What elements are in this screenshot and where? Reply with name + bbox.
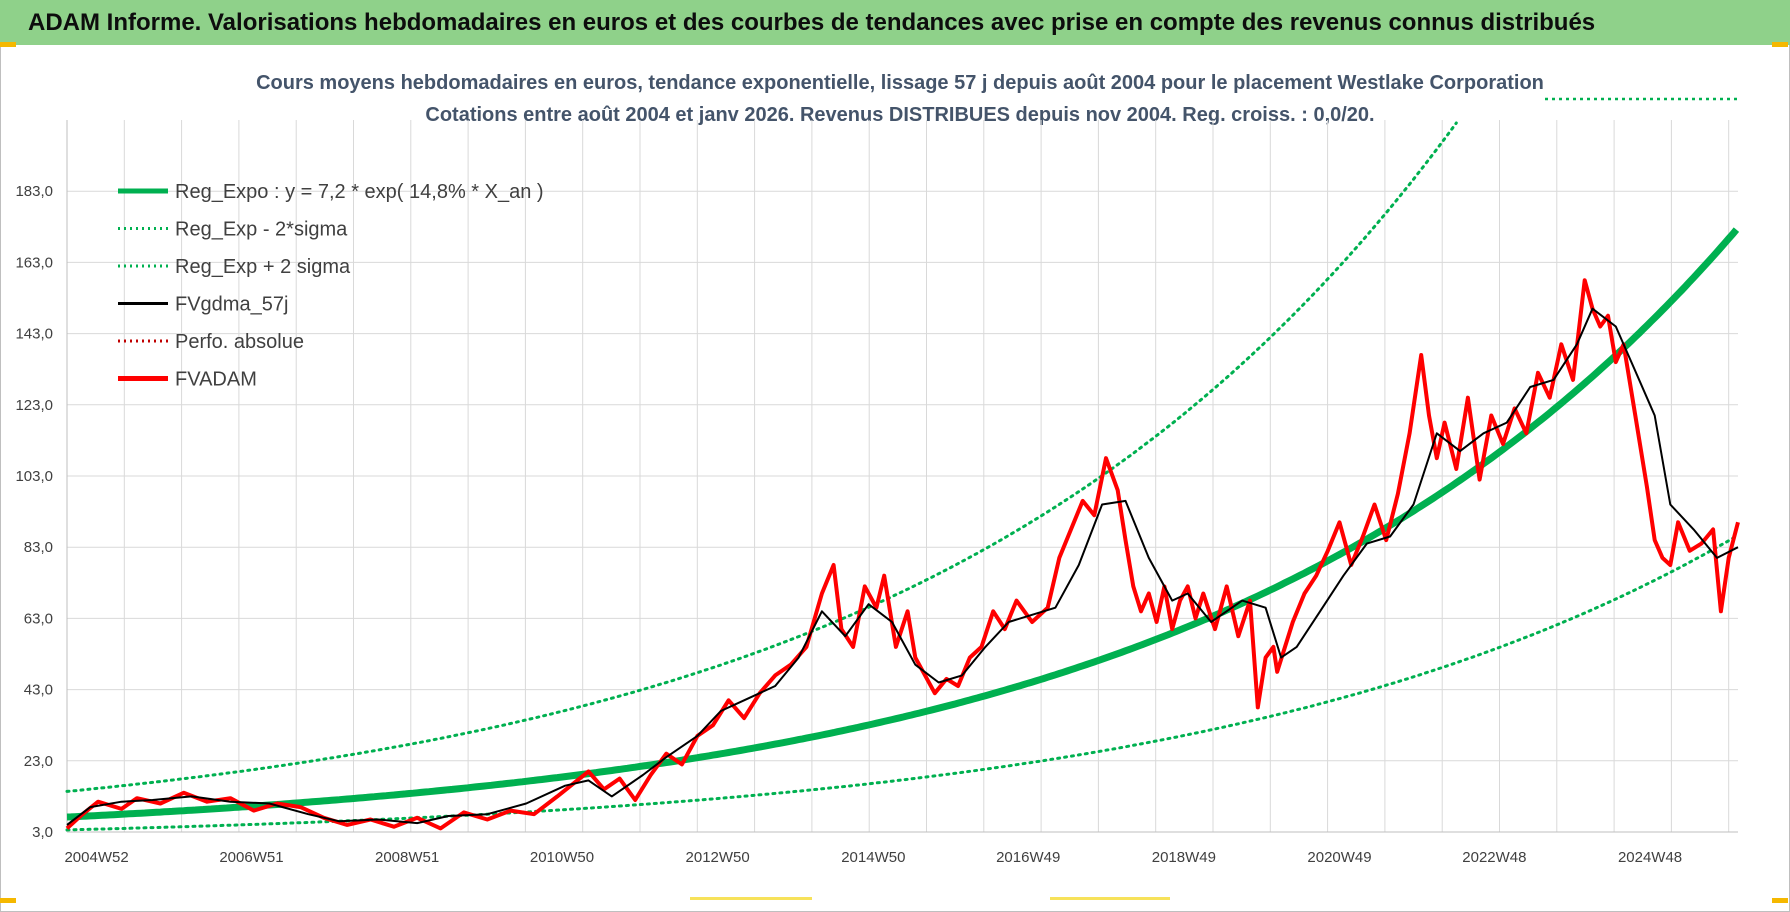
corner-marker-top-left [0, 42, 16, 47]
x-tick-label: 2004W52 [64, 849, 128, 866]
x-tick-label: 2024W48 [1618, 849, 1682, 866]
x-tick-label: 2008W51 [375, 849, 439, 866]
corner-marker-top-right [1772, 42, 1788, 47]
series-fvadam [65, 278, 1740, 831]
legend-label: FVgdma_57j [175, 294, 288, 316]
legend-label: Perfo. absolue [175, 331, 304, 353]
series-reg-exp-plus-2sigma [65, 121, 1458, 793]
legend-label: Reg_Expo : y = 7,2 * exp( 14,8% * X_an ) [175, 181, 544, 203]
y-tick-label: 23,0 [24, 753, 53, 770]
y-tick-label: 123,0 [15, 397, 53, 414]
x-tick-label: 2010W50 [530, 849, 594, 866]
chart-subtitle: Cotations entre août 2004 et janv 2026. … [425, 104, 1375, 126]
x-tick-label: 2012W50 [686, 849, 750, 866]
legend-label: FVADAM [175, 369, 257, 391]
x-tick-label: 2020W49 [1307, 849, 1371, 866]
x-tick-label: 2022W48 [1462, 849, 1526, 866]
corner-marker-bottom-left [0, 898, 16, 903]
chart-title: Cours moyens hebdomadaires en euros, ten… [256, 72, 1544, 94]
series-reg-exp-minus-2sigma [65, 534, 1738, 832]
y-tick-label: 143,0 [15, 326, 53, 343]
bottom-accent-right [1050, 897, 1170, 900]
series-reg-expo [66, 227, 1740, 821]
legend-label: Reg_Exp - 2*sigma [175, 219, 348, 241]
chart-axes: 3,0 23,0 43,0 63,0 83,0 103,0 123,0 143,0 163,0 1… [15, 120, 1738, 866]
y-tick-label: 163,0 [15, 254, 53, 271]
corner-marker-bottom-right [1772, 898, 1788, 903]
x-tick-label: 2006W51 [219, 849, 283, 866]
x-tick-label: 2016W49 [996, 849, 1060, 866]
report-banner: ADAM Informe. Valorisations hebdomadaire… [0, 0, 1790, 45]
x-tick-label: 2014W50 [841, 849, 905, 866]
bottom-accent-left [690, 897, 812, 900]
y-tick-label: 43,0 [24, 682, 53, 699]
y-tick-label: 63,0 [24, 610, 53, 627]
chart-plot-area [65, 121, 1740, 832]
chart-legend: Reg_Expo : y = 7,2 * exp( 14,8% * X_an )… [118, 181, 544, 391]
y-tick-label: 103,0 [15, 468, 53, 485]
legend-label: Reg_Exp + 2 sigma [175, 256, 351, 278]
x-tick-label: 2018W49 [1152, 849, 1216, 866]
y-tick-label: 83,0 [24, 539, 53, 556]
y-tick-label: 3,0 [32, 824, 53, 841]
chart-grid [67, 120, 1738, 833]
y-tick-label: 183,0 [15, 183, 53, 200]
series-fvgdma-57j [66, 307, 1739, 826]
